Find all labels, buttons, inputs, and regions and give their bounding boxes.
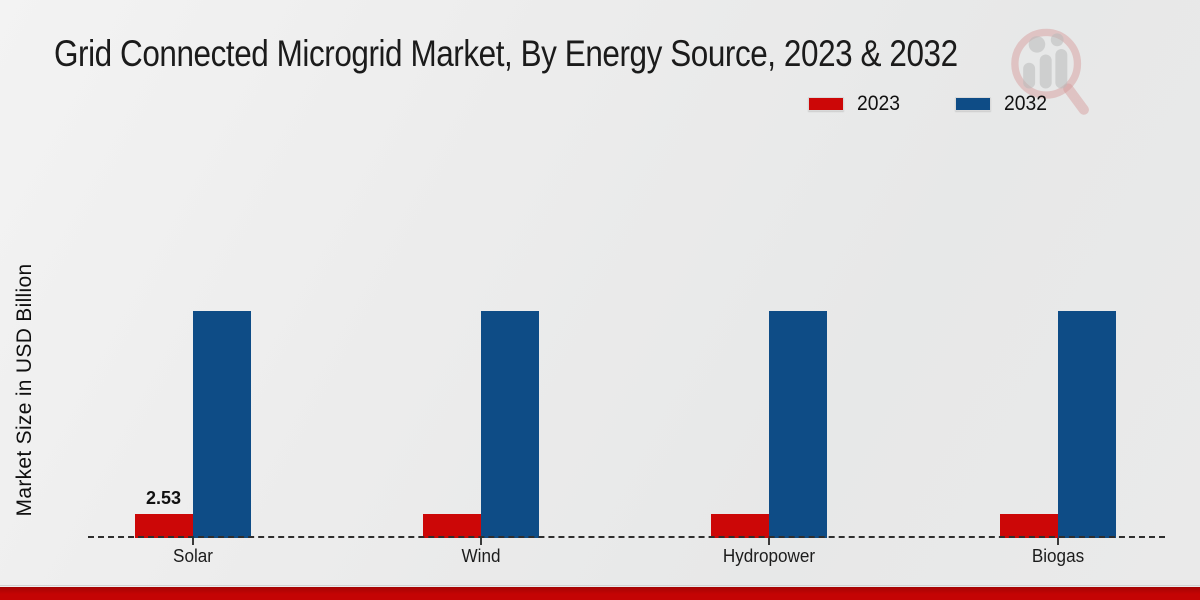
legend-label-2032: 2032 [1004,92,1048,115]
bar-2032-biogas [1057,311,1116,538]
legend-label-2023: 2023 [856,92,900,115]
category-label-biogas: Biogas [1031,546,1084,566]
category-label-hydropower: Hydropower [723,546,816,566]
legend-item-2023: 2023 [807,92,904,116]
bar-2032-hydropower [769,311,828,538]
category-label-solar: Solar [172,546,213,566]
x-axis-tick [479,538,482,545]
bar-2032-solar [192,311,251,538]
data-label-2023-solar: 2.53 [145,488,182,509]
category-label-wind: Wind [461,546,501,566]
bar-2023-biogas [999,514,1058,538]
legend-swatch-2032 [955,97,992,111]
legend: 2023 2032 [807,92,1051,116]
footer-hairline [0,585,1200,586]
chart-title: Grid Connected Microgrid Market, By Ener… [54,33,958,74]
legend-item-2032: 2032 [955,92,1051,116]
brand-footer-bar [0,587,1200,600]
bar-2023-hydropower [711,514,770,538]
legend-swatch-2023 [807,97,844,111]
x-axis-tick [768,538,771,545]
x-axis-tick [191,538,194,545]
bar-2023-solar [134,514,193,538]
bar-2023-wind [422,513,481,538]
x-axis-tick [1056,538,1059,545]
x-axis-line [88,536,1165,538]
bar-2032-wind [480,311,539,538]
magnifier-bar-chart-watermark-icon [1011,28,1089,115]
